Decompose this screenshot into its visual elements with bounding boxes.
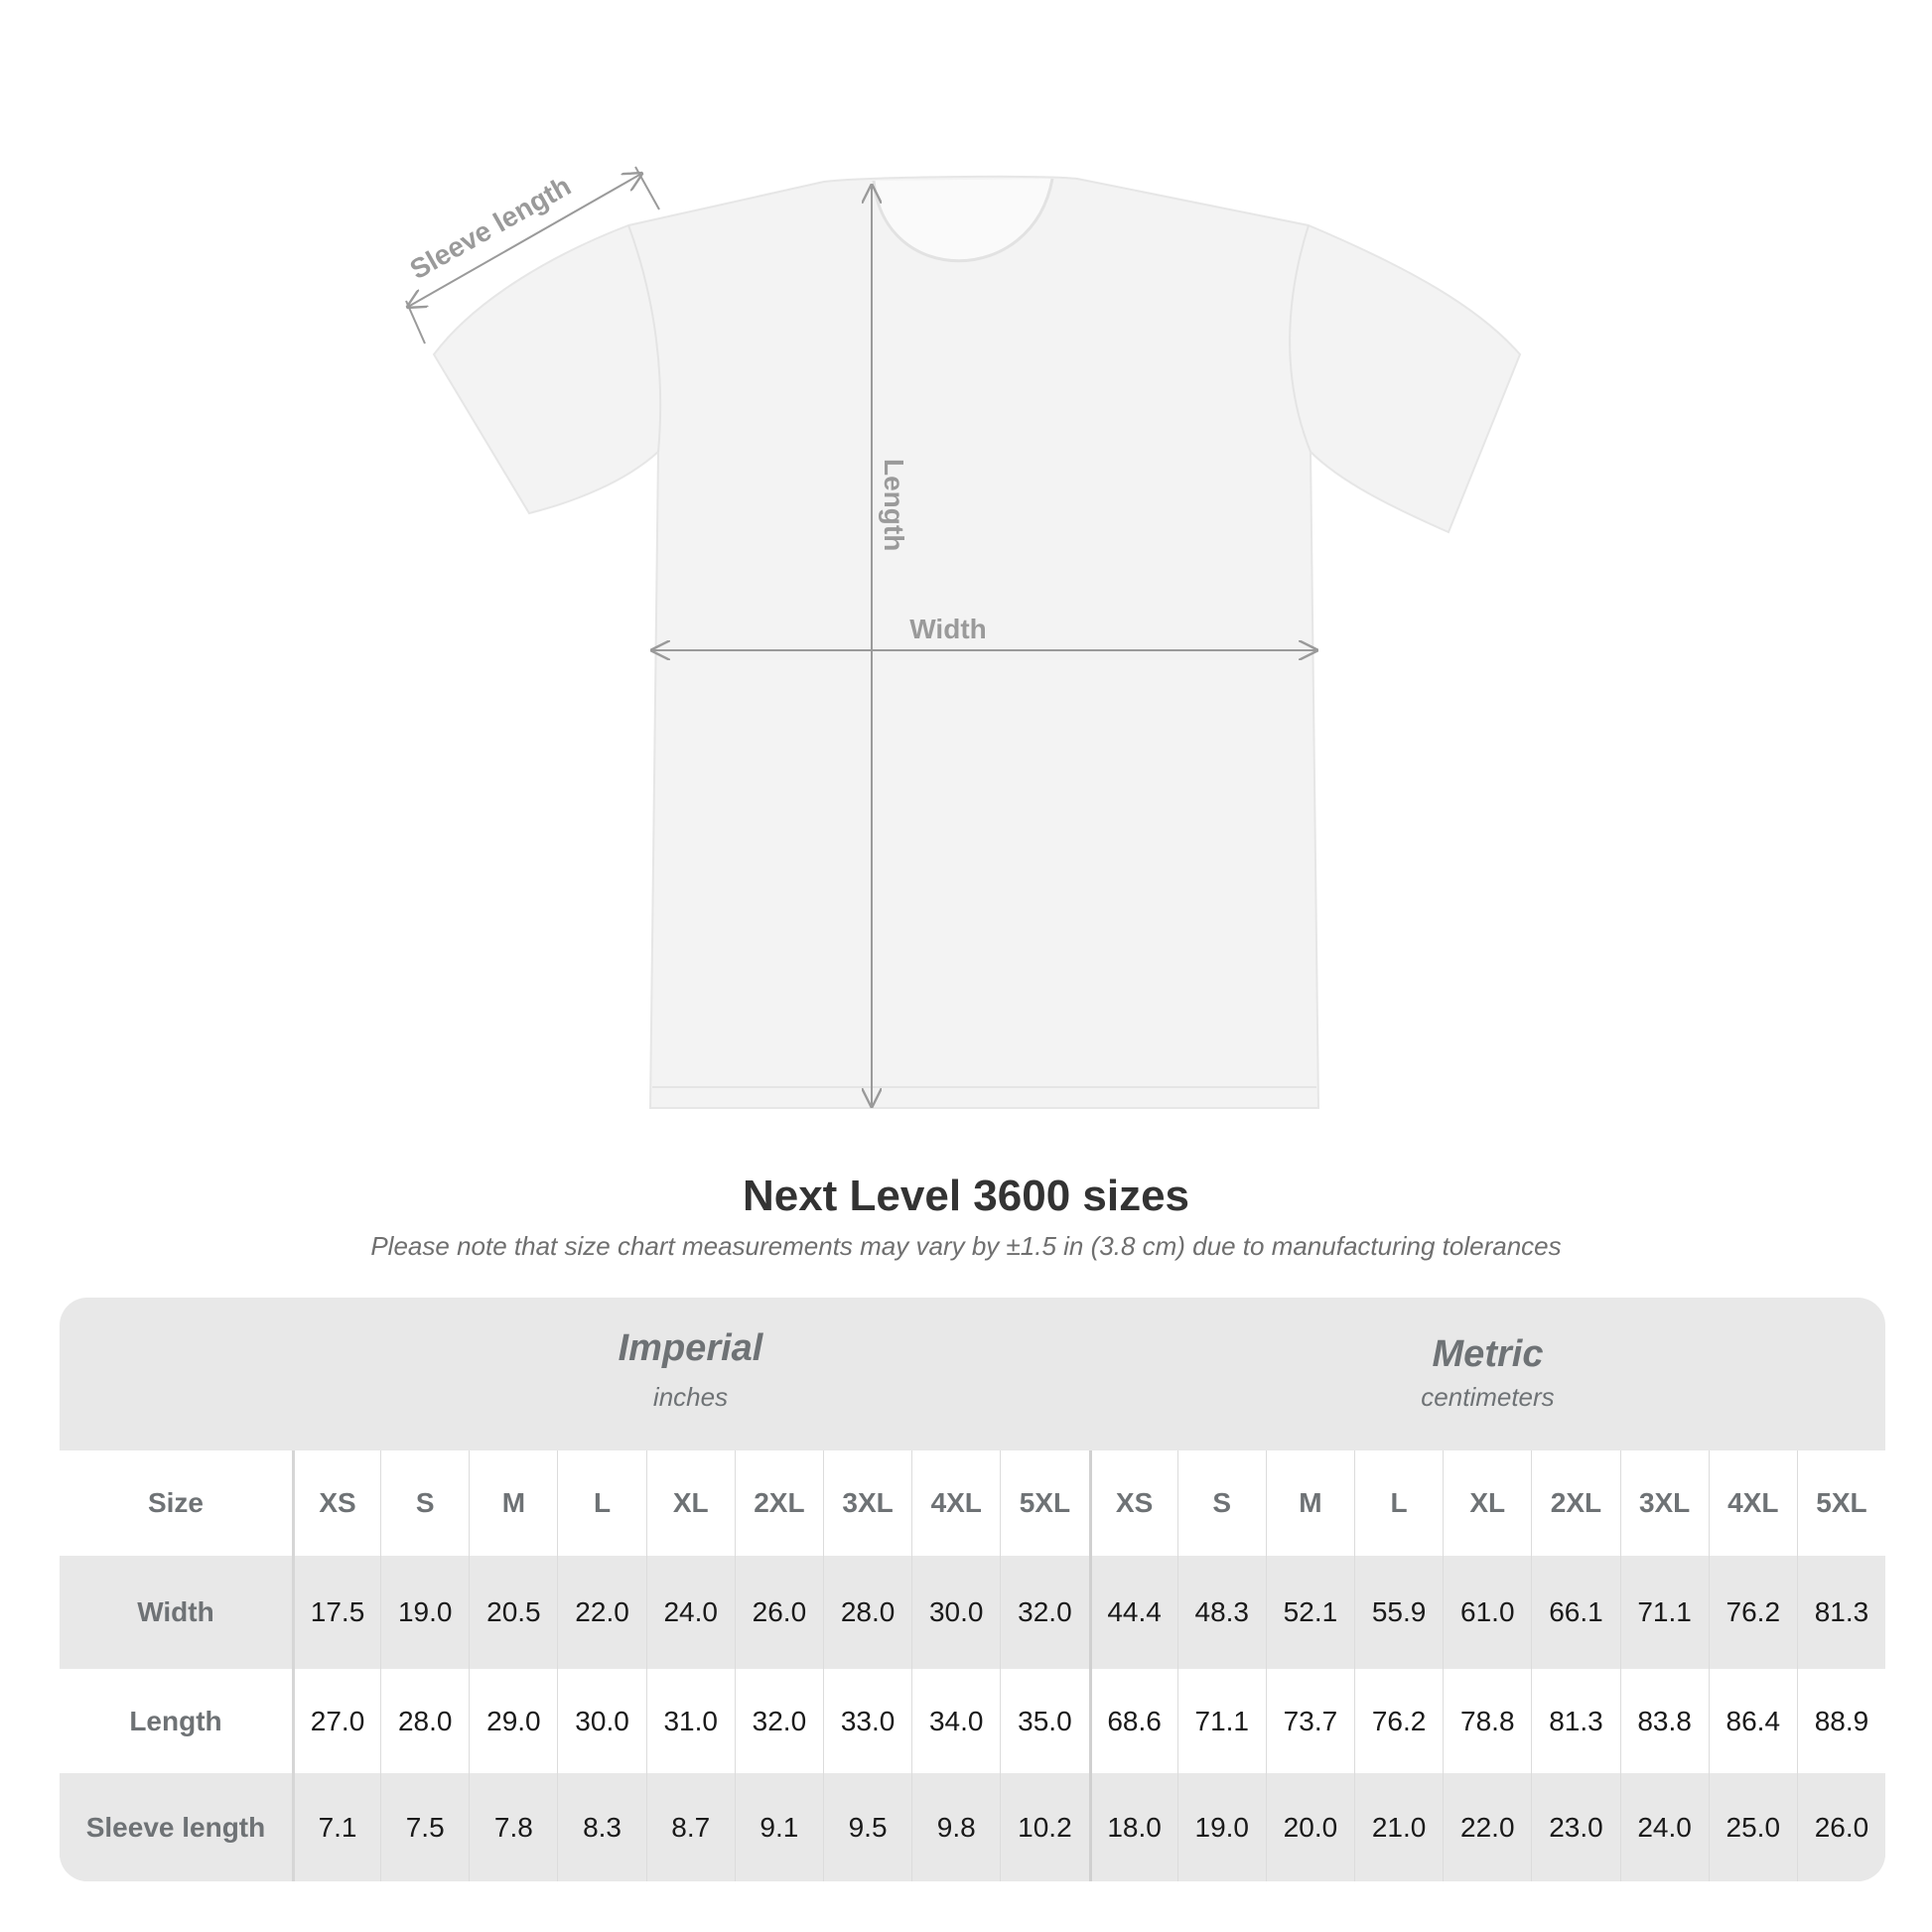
table-cell: 33.0 (822, 1669, 911, 1773)
size-header-cell: 4XL (911, 1450, 1000, 1556)
table-cell: 35.0 (1000, 1669, 1088, 1773)
size-header-cell: S (1176, 1450, 1266, 1556)
size-header-cell: 4XL (1708, 1450, 1797, 1556)
length-label: Length (879, 459, 909, 551)
table-cell: 76.2 (1354, 1669, 1443, 1773)
table-cell: 20.5 (469, 1556, 557, 1669)
table-cell: 66.1 (1531, 1556, 1619, 1669)
size-header-cell: L (557, 1450, 645, 1556)
table-cell: 32.0 (1000, 1556, 1088, 1669)
size-header-cell: S (380, 1450, 469, 1556)
table-cell: 30.0 (911, 1556, 1000, 1669)
table-cell: 55.9 (1354, 1556, 1443, 1669)
table-cell: 10.2 (1000, 1773, 1088, 1881)
tolerance-note: Please note that size chart measurements… (370, 1231, 1562, 1261)
page-title: Next Level 3600 sizes (742, 1172, 1190, 1220)
size-header-cell: 2XL (1531, 1450, 1619, 1556)
table-cell: 26.0 (734, 1556, 823, 1669)
row-label: Length (129, 1705, 222, 1736)
sleeve-tick-right (634, 166, 660, 210)
table-cell: 73.7 (1265, 1669, 1354, 1773)
table-cell: 8.7 (645, 1773, 735, 1881)
size-header-cell: 2XL (734, 1450, 823, 1556)
table-cell: 31.0 (645, 1669, 735, 1773)
table-cell: 22.0 (557, 1556, 645, 1669)
tshirt-diagram: Length Width Sleeve length (0, 166, 1522, 1109)
table-row: Width 17.5 19.0 20.5 22.0 24.0 26.0 28.0 30.0 32.… (60, 1556, 1885, 1669)
size-header-cell: XS (291, 1450, 380, 1556)
table-cell: 7.8 (469, 1773, 557, 1881)
sleeve-arrow (408, 174, 641, 307)
size-header-cell: 5XL (1796, 1450, 1885, 1556)
table-cell: 19.0 (380, 1556, 469, 1669)
table-cell: 7.1 (291, 1773, 380, 1881)
table-cell: 28.0 (822, 1556, 911, 1669)
table-cell: 30.0 (557, 1669, 645, 1773)
table-cell: 71.1 (1619, 1556, 1709, 1669)
table-cell: 68.6 (1088, 1669, 1177, 1773)
size-header-cell: L (1354, 1450, 1443, 1556)
metric-unit: centimeters (1421, 1382, 1555, 1412)
table-cell: 9.5 (822, 1773, 911, 1881)
table-cell: 88.9 (1796, 1669, 1885, 1773)
table-cell: 78.8 (1443, 1669, 1531, 1773)
table-cell: 21.0 (1354, 1773, 1443, 1881)
metric-label: Metric (1432, 1333, 1544, 1375)
row-label: Sleeve length (85, 1811, 266, 1843)
metric-header: Metric centimeters (1089, 1333, 1885, 1413)
table-cell: 81.3 (1796, 1556, 1885, 1669)
table-cell: 19.0 (1176, 1773, 1266, 1881)
size-header-cell: 5XL (1000, 1450, 1088, 1556)
size-header-cell: M (1265, 1450, 1354, 1556)
right-shoulder-seam (1289, 224, 1311, 453)
imperial-unit: inches (652, 1382, 729, 1412)
table-cell: 7.5 (380, 1773, 469, 1881)
table-cell: 34.0 (911, 1669, 1000, 1773)
table-cell: 76.2 (1708, 1556, 1797, 1669)
width-label: Width (909, 614, 987, 644)
table-cell: 9.8 (911, 1773, 1000, 1881)
size-header-cell: XL (1443, 1450, 1531, 1556)
table-cell: 24.0 (1619, 1773, 1709, 1881)
table-cell: 32.0 (734, 1669, 823, 1773)
table-cell: 20.0 (1265, 1773, 1354, 1881)
sleeve-tick-left (405, 300, 426, 345)
size-header-cell: M (469, 1450, 557, 1556)
imperial-label: Imperial (618, 1327, 763, 1369)
table-cell: 86.4 (1708, 1669, 1797, 1773)
table-cell: 22.0 (1443, 1773, 1531, 1881)
table-cell: 81.3 (1531, 1669, 1619, 1773)
table-cell: 18.0 (1088, 1773, 1177, 1881)
table-cell: 52.1 (1265, 1556, 1354, 1669)
table-cell: 27.0 (291, 1669, 380, 1773)
size-header-cell: 3XL (822, 1450, 911, 1556)
size-header-cell: XS (1088, 1450, 1177, 1556)
table-cell: 44.4 (1088, 1556, 1177, 1669)
imperial-header: Imperial inches (292, 1327, 1089, 1413)
table-cell: 29.0 (469, 1669, 557, 1773)
table-cell: 8.3 (557, 1773, 645, 1881)
size-table: Imperial inches Metric centimeters Size X… (60, 1298, 1885, 1881)
row-label: Width (137, 1596, 214, 1627)
neckline (872, 178, 1054, 263)
table-cell: 71.1 (1176, 1669, 1266, 1773)
table-cell: 28.0 (380, 1669, 469, 1773)
table-cell: 25.0 (1708, 1773, 1797, 1881)
row-label: Size (147, 1487, 204, 1518)
table-row: Sleeve length 7.1 7.5 7.8 8.3 8.7 9.1 9.5 9.8 10.… (60, 1773, 1885, 1881)
size-header-row: Size XS S M L XL 2XL 3XL 4XL 5XL XS S M L XL 2XL 3XL 4XL 5… (60, 1450, 1885, 1556)
table-cell: 26.0 (1796, 1773, 1885, 1881)
table-cell: 24.0 (645, 1556, 735, 1669)
table-cell: 48.3 (1176, 1556, 1266, 1669)
table-cell: 9.1 (734, 1773, 823, 1881)
table-cell: 23.0 (1531, 1773, 1619, 1881)
table-row: Length 27.0 28.0 29.0 30.0 31.0 32.0 33.0 34.0 35… (60, 1669, 1885, 1773)
table-cell: 61.0 (1443, 1556, 1531, 1669)
size-header-cell: XL (645, 1450, 735, 1556)
size-header-cell: 3XL (1619, 1450, 1709, 1556)
table-cell: 17.5 (291, 1556, 380, 1669)
table-cell: 83.8 (1619, 1669, 1709, 1773)
